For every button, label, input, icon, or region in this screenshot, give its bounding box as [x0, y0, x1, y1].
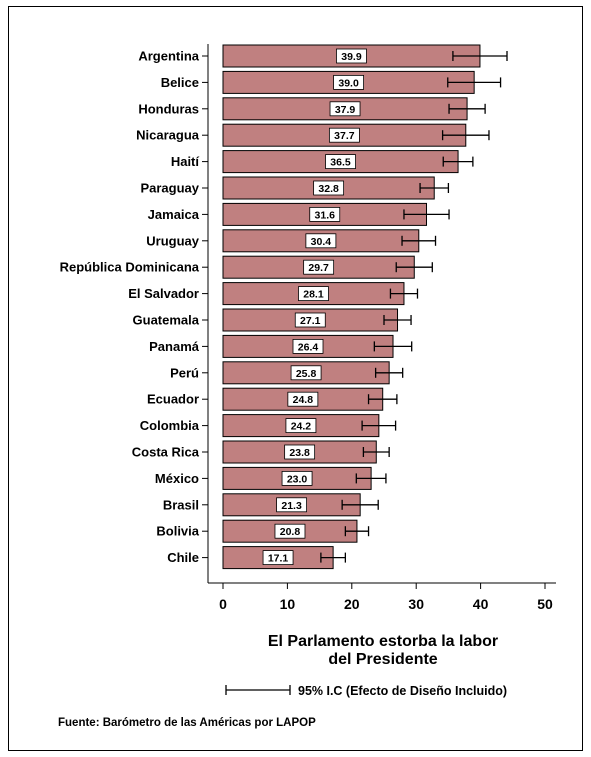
category-label: Brasil — [163, 497, 199, 512]
category-label: Ecuador — [147, 392, 199, 407]
category-label: Perú — [170, 365, 199, 380]
category-label: Chile — [167, 550, 199, 565]
value-label: 37.7 — [334, 130, 355, 142]
value-label-box — [294, 312, 326, 328]
x-tick-label: 30 — [408, 596, 424, 612]
chart-frame — [8, 6, 583, 751]
value-label: 37.9 — [335, 104, 356, 116]
x-axis: 0 10 20 30 40 50 Argentina Belice Honduras Nicara… — [60, 44, 556, 612]
value-label: 27.1 — [300, 315, 321, 327]
x-tick-label: 10 — [280, 596, 296, 612]
category-label: República Dominicana — [60, 260, 200, 275]
value-label: 17.1 — [268, 553, 289, 565]
value-label-box — [333, 75, 364, 90]
value-label: 25.8 — [296, 368, 317, 380]
category-label: Guatemala — [133, 313, 200, 328]
value-label-box — [284, 444, 316, 460]
value-label-box — [329, 101, 361, 117]
value-label: 26.4 — [298, 341, 319, 353]
category-label: Panamá — [149, 339, 200, 354]
category-label: Colombia — [140, 418, 200, 433]
value-label-box — [281, 470, 313, 486]
x-tick-label: 50 — [537, 596, 553, 612]
value-label: 24.8 — [293, 394, 314, 406]
value-label: 20.8 — [280, 526, 301, 538]
category-label: Belice — [161, 75, 199, 90]
category-label: Uruguay — [146, 233, 200, 248]
category-label: Jamaica — [148, 207, 200, 222]
value-label-box — [290, 365, 322, 381]
value-label: 21.3 — [281, 500, 302, 512]
category-label: México — [155, 471, 199, 486]
value-label-box — [325, 154, 356, 170]
value-label: 36.5 — [330, 157, 351, 169]
x-axis-title-line-2: del Presidente — [328, 651, 437, 668]
x-axis-title-line-1: El Parlamento estorba la labor — [268, 633, 498, 650]
category-label: Bolivia — [156, 524, 199, 539]
category-label: Haití — [171, 154, 200, 169]
value-label-box — [303, 259, 335, 275]
x-tick-label: 0 — [219, 596, 227, 612]
value-label-box — [298, 286, 329, 302]
bars-group: 39.9 39.0 37.9 37.7 36.5 32.8 31.6 30.4 29.7 28.1… — [222, 44, 508, 570]
value-label: 29.7 — [308, 262, 329, 274]
value-label: 39.0 — [338, 77, 359, 89]
x-tick-label: 20 — [344, 596, 360, 612]
value-label: 39.9 — [341, 51, 362, 63]
value-label-box — [309, 206, 341, 222]
source-note: Fuente: Barómetro de las Américas por LA… — [58, 717, 316, 729]
value-label: 31.6 — [315, 209, 336, 221]
value-label: 32.8 — [318, 183, 339, 195]
value-label-box — [328, 127, 360, 143]
value-label-box — [292, 338, 324, 354]
category-label: Argentina — [138, 49, 199, 64]
value-label: 24.2 — [291, 421, 312, 433]
category-label: El Salvador — [128, 286, 199, 301]
value-label-box — [336, 48, 367, 64]
value-label-box — [285, 418, 317, 434]
value-label: 23.8 — [289, 447, 310, 459]
value-label-box — [274, 523, 306, 539]
value-label-box — [287, 391, 319, 407]
category-label: Honduras — [138, 101, 199, 116]
category-label: Nicaragua — [136, 128, 200, 143]
value-label: 30.4 — [311, 236, 332, 248]
value-label-box — [276, 497, 307, 513]
value-label: 23.0 — [287, 473, 308, 485]
legend: 95% I.C (Efecto de Diseño Incluido) — [225, 684, 507, 698]
category-label: Paraguay — [140, 181, 199, 196]
value-label-box — [313, 180, 345, 196]
x-tick-label: 40 — [473, 596, 489, 612]
value-label: 28.1 — [303, 289, 324, 301]
value-label-box — [305, 233, 337, 249]
value-label-box — [262, 550, 294, 565]
category-label: Costa Rica — [132, 445, 200, 460]
legend-label: 95% I.C (Efecto de Diseño Incluido) — [298, 684, 507, 698]
